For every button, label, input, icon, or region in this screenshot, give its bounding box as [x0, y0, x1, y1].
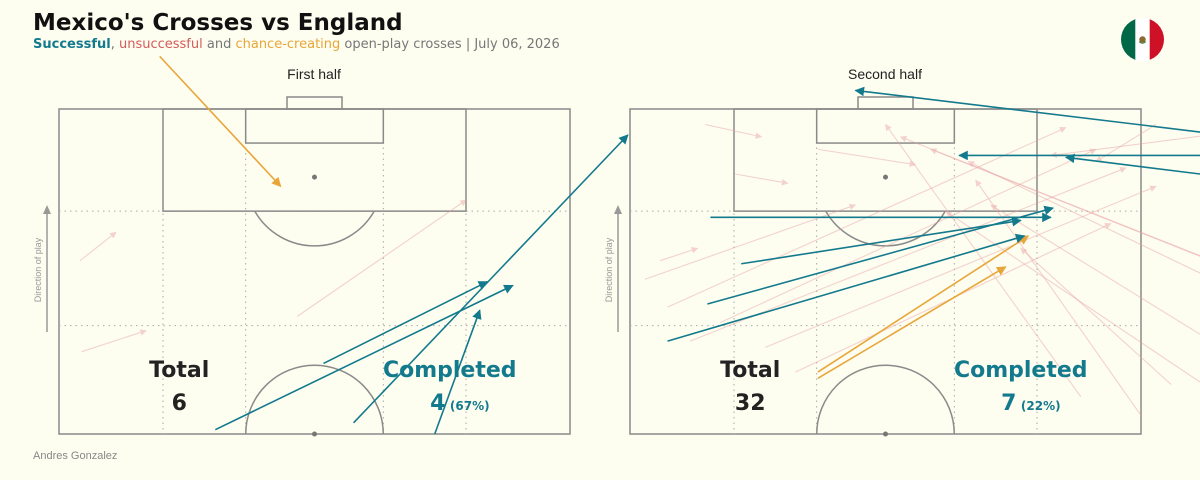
penalty-box: [162, 108, 467, 212]
completed-label: Completed: [954, 358, 1088, 383]
cross-unsuccessful: [929, 148, 1200, 257]
cross-unsuccessful: [899, 135, 1200, 257]
cross-successful: [352, 134, 629, 424]
subtitle-unsuccessful: unsuccessful: [118, 37, 203, 52]
cross-chance: [159, 55, 282, 188]
cross-unsuccessful: [735, 173, 789, 186]
cross-unsuccessful: [81, 329, 147, 353]
completed-pct: (67%): [450, 399, 490, 413]
subtitle-sep: ,: [110, 37, 119, 52]
penalty-arc: [254, 210, 375, 247]
second-half-pitch: Direction of play Total 32 Completed 7 (22%): [604, 86, 1200, 437]
cross-successful: [433, 309, 482, 435]
six-yard-box: [244, 108, 385, 144]
goal: [286, 96, 343, 110]
penalty-spot: [312, 174, 317, 180]
cross-successful: [1064, 153, 1200, 175]
cross-successful: [323, 280, 489, 365]
mexico-flag-icon: [1121, 18, 1164, 61]
centre-spot: [312, 431, 317, 437]
total-label: Total: [149, 358, 209, 383]
completed-value: 7: [1001, 391, 1016, 416]
chart-subtitle: Successful, unsuccessful and chance-crea…: [33, 37, 560, 52]
cross-unsuccessful: [79, 231, 117, 262]
goal: [857, 96, 914, 110]
cross-unsuccessful: [659, 247, 699, 262]
cross-unsuccessful: [765, 185, 1157, 348]
cross-successful: [667, 233, 1026, 342]
completed-value: 4: [430, 391, 445, 416]
cross-unsuccessful: [1020, 247, 1172, 385]
chart-title: Mexico's Crosses vs England: [33, 10, 403, 36]
pitch-outline: [58, 108, 571, 435]
cross-unsuccessful: [885, 123, 1082, 398]
second-half-label: Second half: [848, 66, 922, 82]
total-value: 6: [172, 391, 187, 416]
cross-successful: [214, 284, 514, 431]
direction-arrow-head: [614, 205, 622, 214]
first-half-label: First half: [287, 66, 341, 82]
cross-unsuccessful: [817, 148, 917, 168]
centre-circle: [244, 364, 385, 435]
cross-unsuccessful: [296, 199, 467, 317]
cross-unsuccessful: [967, 161, 1200, 274]
cross-chance: [817, 266, 1007, 379]
subtitle-successful: Successful: [33, 37, 111, 52]
cross-unsuccessful: [945, 210, 1200, 383]
cross-unsuccessful: [990, 204, 1200, 335]
author-credit: Andres Gonzalez: [33, 450, 118, 462]
total-value: 32: [735, 391, 766, 416]
cross-unsuccessful: [1050, 135, 1200, 158]
cross-successful: [741, 217, 1022, 265]
total-label: Total: [720, 358, 780, 383]
direction-of-play-label: Direction of play: [604, 237, 614, 302]
direction-of-play-label: Direction of play: [33, 237, 43, 302]
subtitle-and: and: [202, 37, 236, 52]
direction-arrow-head: [43, 205, 51, 214]
pitch-outline: [629, 108, 1142, 435]
cross-successful: [707, 205, 1055, 305]
cross-unsuccessful: [975, 179, 1142, 416]
first-half-pitch: Direction of play Total 6 Completed 4 (67%): [33, 55, 629, 437]
cross-chance: [817, 235, 1030, 373]
six-yard-box: [815, 108, 956, 144]
centre-spot: [883, 431, 888, 437]
penalty-arc: [825, 210, 946, 247]
cross-unsuccessful: [705, 123, 763, 139]
completed-label: Completed: [383, 358, 517, 383]
completed-pct: (22%): [1021, 399, 1061, 413]
penalty-spot: [883, 174, 888, 180]
subtitle-rest: open-play crosses | July 06, 2026: [340, 37, 560, 52]
cross-unsuccessful: [719, 148, 1097, 324]
cross-unsuccessful: [644, 203, 857, 280]
cross-successful: [854, 86, 1200, 133]
centre-circle: [815, 364, 956, 435]
subtitle-chance: chance-creating: [235, 37, 341, 52]
